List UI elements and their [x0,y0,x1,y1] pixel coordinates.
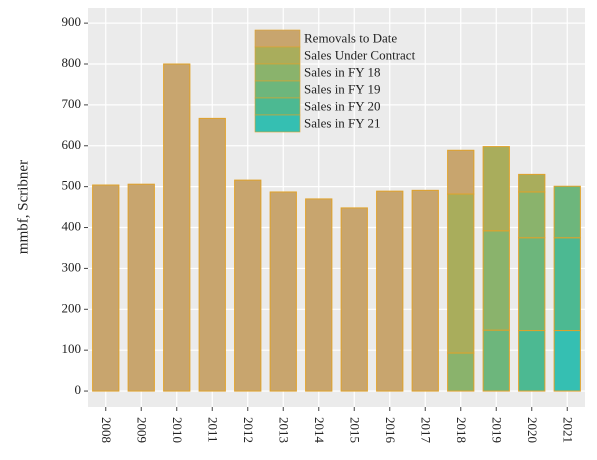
bar-segment [518,237,546,332]
legend-key [254,29,301,48]
x-tick-label: 2021 [560,417,575,443]
bar-segment [553,330,581,392]
x-tick-label: 2011 [205,417,220,443]
x-tick-label: 2019 [489,417,504,443]
legend-label: Sales Under Contract [304,47,416,62]
bar-segment [482,329,510,392]
bar-segment [447,149,475,195]
bar-segment [553,185,581,239]
y-tick-label: 100 [62,341,82,356]
x-tick-label: 2018 [454,417,469,443]
bar-segment [234,179,262,392]
y-tick-label: 200 [62,300,82,315]
y-axis-label: mmbf, Scribner [15,160,31,254]
bar-segment [411,189,439,392]
bar-segment [518,173,546,193]
y-tick-label: 300 [62,259,82,274]
legend-key [254,97,301,116]
x-tick-label: 2020 [525,417,540,443]
bar-segment [518,191,546,239]
y-tick-label: 700 [62,96,82,111]
bar-segment [92,184,120,392]
legend-label: Removals to Date [304,30,397,45]
bar-segment [482,146,510,232]
y-tick-label: 500 [62,178,82,193]
x-tick-label: 2010 [170,417,185,443]
x-tick-label: 2012 [241,417,256,443]
x-tick-label: 2015 [347,417,362,443]
y-tick-label: 800 [62,55,82,70]
bar-segment [376,190,404,392]
bar-segment [447,193,475,354]
legend-key [254,63,301,82]
bar-segment [518,330,546,392]
bar-segment [305,198,333,392]
legend-key [254,46,301,65]
x-tick-label: 2014 [312,417,327,444]
x-tick-label: 2016 [383,417,398,444]
y-tick-label: 900 [62,14,82,29]
x-tick-label: 2013 [276,417,291,443]
y-tick-label: 0 [75,382,82,397]
bar-segment [127,183,155,392]
x-tick-label: 2009 [134,417,149,443]
bar-segment [340,207,368,392]
bar-segment [269,191,297,392]
bar-segment [163,63,191,392]
bar-segment [198,117,226,392]
legend-label: Sales in FY 20 [304,98,380,113]
legend-key [254,80,301,99]
x-tick-label: 2008 [99,417,114,443]
legend-key [254,114,301,133]
bar-segment [482,230,510,331]
legend-label: Sales in FY 18 [304,64,380,79]
y-tick-label: 400 [62,219,82,234]
x-tick-label: 2017 [418,417,433,444]
legend-label: Sales in FY 19 [304,81,380,96]
bar-segment [553,237,581,332]
legend-label: Sales in FY 21 [304,115,380,130]
bar-segment [447,352,475,392]
y-tick-label: 600 [62,137,82,152]
